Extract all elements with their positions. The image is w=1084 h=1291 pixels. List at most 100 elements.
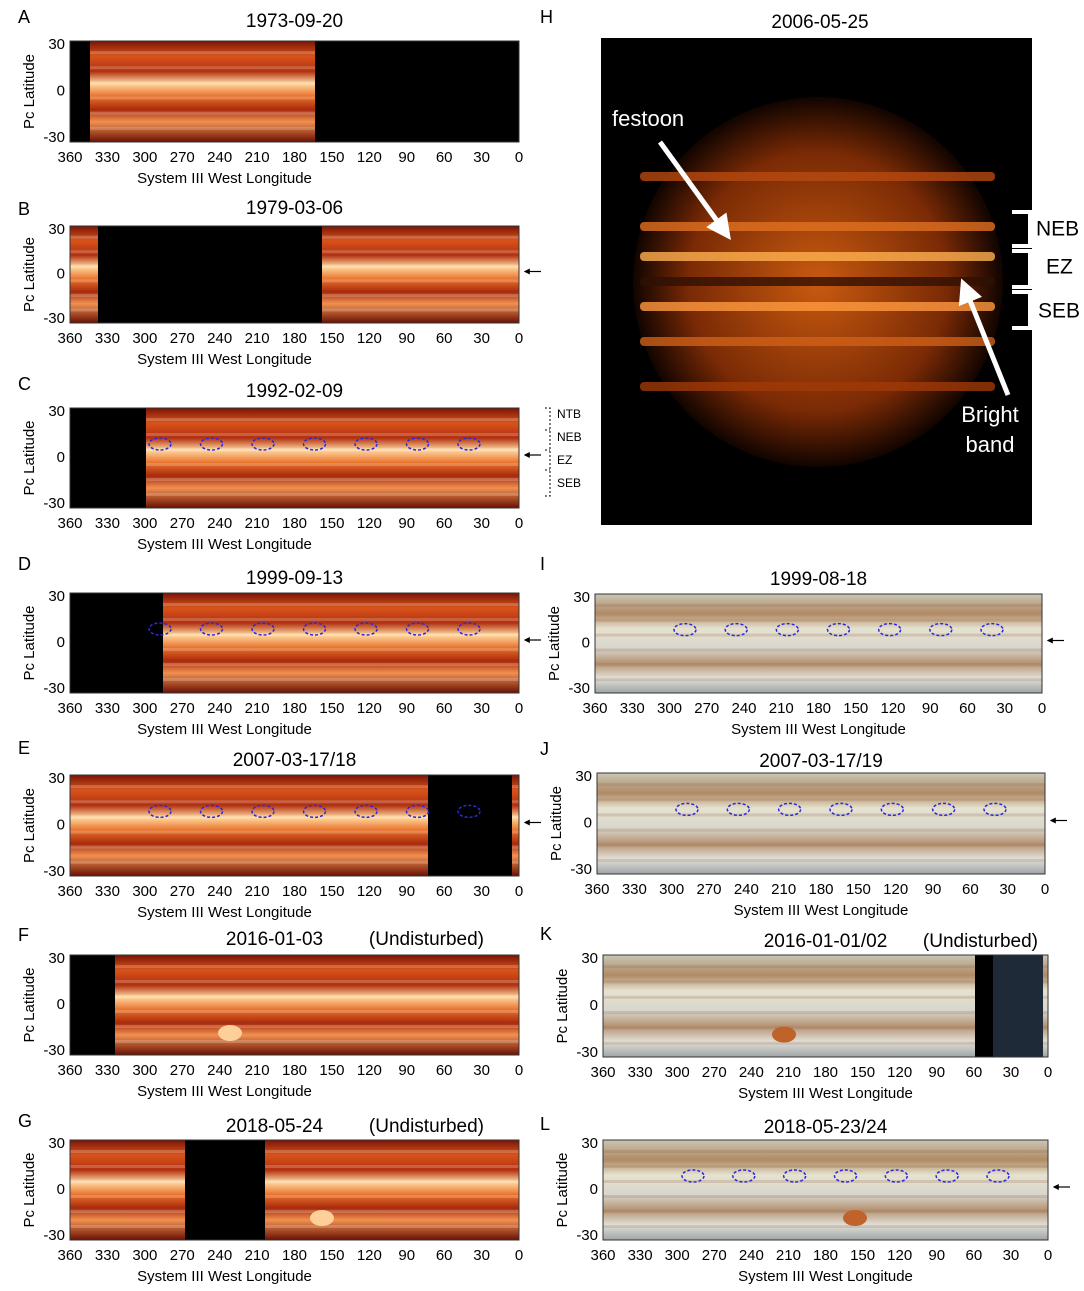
x-tick-label: 150 (319, 1062, 344, 1079)
x-tick-label: 60 (436, 330, 453, 347)
x-tick-label: 240 (739, 1247, 764, 1264)
x-tick-label: 150 (846, 881, 871, 898)
map-texture (70, 1210, 519, 1213)
x-tick-label: 240 (207, 149, 232, 166)
belt-bracket (545, 408, 550, 496)
panel-title: 1992-02-09 (246, 381, 343, 402)
belt-label: EZ (1046, 256, 1073, 279)
y-tick-label: -30 (568, 680, 590, 697)
y-tick-label: -30 (576, 1227, 598, 1244)
x-tick-label: 360 (582, 700, 607, 717)
x-tick-label: 0 (515, 330, 523, 347)
x-tick-label: 240 (731, 700, 756, 717)
x-tick-label: 210 (776, 1247, 801, 1264)
x-tick-label: 150 (850, 1064, 875, 1081)
x-tick-label: 270 (694, 700, 719, 717)
map-texture (70, 980, 519, 983)
x-tick-label: 150 (319, 149, 344, 166)
x-tick-label: 90 (398, 1062, 415, 1079)
jupiter-band (640, 302, 995, 311)
x-tick-label: 90 (398, 149, 415, 166)
x-tick-label: 180 (282, 1062, 307, 1079)
y-tick-label: 0 (57, 996, 65, 1013)
x-tick-label: 30 (473, 1062, 490, 1079)
y-axis-label: Pc Latitude (21, 1152, 38, 1227)
x-tick-label: 330 (620, 700, 645, 717)
y-tick-label: -30 (43, 863, 65, 880)
x-tick-label: 90 (928, 1064, 945, 1081)
jupiter-band (640, 172, 995, 181)
panel-letter: L (540, 1114, 550, 1134)
x-tick-label: 90 (398, 330, 415, 347)
x-tick-label: 30 (473, 515, 490, 532)
x-tick-label: 120 (357, 883, 382, 900)
y-axis-label: Pc Latitude (546, 606, 563, 681)
x-tick-label: 180 (813, 1064, 838, 1081)
panel-title: 1999-09-13 (246, 568, 343, 589)
x-tick-label: 360 (57, 330, 82, 347)
x-axis-label: System III West Longitude (137, 536, 312, 553)
x-tick-label: 300 (132, 1247, 157, 1264)
map-texture (597, 844, 1045, 847)
x-tick-label: 150 (850, 1247, 875, 1264)
x-tick-label: 270 (170, 700, 195, 717)
x-tick-label: 60 (959, 700, 976, 717)
y-axis-label: Pc Latitude (554, 1152, 571, 1227)
mask (98, 226, 322, 323)
panel-letter: B (18, 199, 30, 219)
x-tick-label: 210 (245, 700, 270, 717)
x-tick-label: 240 (207, 700, 232, 717)
x-tick-label: 120 (880, 700, 905, 717)
x-tick-label: 30 (1003, 1064, 1020, 1081)
map-texture (595, 619, 1042, 622)
x-tick-label: 330 (95, 1062, 120, 1079)
x-tick-label: 240 (207, 515, 232, 532)
y-tick-label: 0 (582, 634, 590, 651)
x-tick-label: 360 (57, 1247, 82, 1264)
x-tick-label: 210 (245, 149, 270, 166)
x-tick-label: 60 (965, 1247, 982, 1264)
x-tick-label: 330 (95, 1247, 120, 1264)
x-tick-label: 210 (771, 881, 796, 898)
y-tick-label: 30 (48, 950, 65, 967)
panel-letter: F (18, 925, 29, 945)
mask (185, 1140, 265, 1240)
y-axis-label: Pc Latitude (548, 786, 565, 861)
x-tick-label: 90 (925, 881, 942, 898)
x-tick-label: 300 (132, 149, 157, 166)
x-tick-label: 330 (95, 883, 120, 900)
x-axis-label: System III West Longitude (734, 902, 909, 919)
x-tick-label: 300 (132, 515, 157, 532)
y-tick-label: 30 (48, 403, 65, 420)
map-texture (597, 859, 1045, 862)
x-tick-label: 120 (887, 1064, 912, 1081)
x-tick-label: 300 (665, 1247, 690, 1264)
map-texture (70, 1025, 519, 1028)
x-tick-label: 0 (1044, 1064, 1052, 1081)
x-tick-label: 90 (398, 700, 415, 717)
x-tick-label: 120 (357, 1062, 382, 1079)
x-tick-label: 270 (170, 883, 195, 900)
map-texture (603, 1195, 1048, 1198)
x-tick-label: 240 (207, 1247, 232, 1264)
x-tick-label: 150 (319, 330, 344, 347)
panel-note: (Undisturbed) (369, 1116, 484, 1137)
y-tick-label: 30 (575, 768, 592, 785)
panel-letter: D (18, 554, 31, 574)
x-tick-label: 240 (207, 883, 232, 900)
x-tick-label: 300 (132, 700, 157, 717)
jupiter-band (640, 337, 995, 346)
page: A1973-09-2036033030027024021018015012090… (0, 0, 1084, 1291)
x-tick-label: 240 (739, 1064, 764, 1081)
panel-title: 1973-09-20 (246, 11, 343, 32)
y-tick-label: 30 (48, 770, 65, 787)
x-tick-label: 330 (95, 700, 120, 717)
map-texture (597, 783, 1045, 786)
x-tick-label: 300 (132, 330, 157, 347)
panel-note: (Undisturbed) (369, 929, 484, 950)
x-tick-label: 30 (473, 1247, 490, 1264)
y-tick-label: -30 (43, 1042, 65, 1059)
panel-title: 2007-03-17/19 (759, 751, 883, 772)
panel-title: 1979-03-06 (246, 198, 343, 219)
map-texture (595, 604, 1042, 607)
